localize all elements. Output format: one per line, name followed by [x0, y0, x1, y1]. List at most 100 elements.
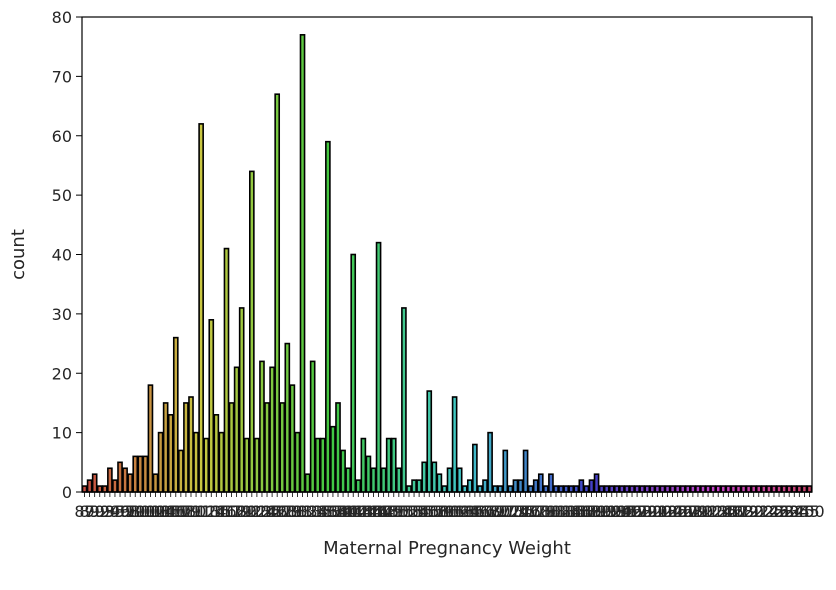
x-tick-label: 139 — [323, 502, 354, 521]
x-tick-label: 202 — [642, 502, 673, 521]
x-tick-label: 104 — [145, 502, 176, 521]
x-tick-label: 190 — [581, 502, 612, 521]
x-tick-label: 188 — [571, 502, 602, 521]
bar-124 — [259, 360, 265, 493]
y-tick-label: 30 — [52, 305, 72, 324]
bar-117 — [223, 247, 230, 493]
x-tick-label: 220 — [733, 502, 764, 521]
bar-135 — [314, 437, 321, 493]
bar-159 — [436, 473, 443, 493]
x-tick-label: 199 — [627, 502, 658, 521]
bar-115 — [213, 414, 220, 493]
bar-195 — [619, 485, 625, 493]
bar-104 — [157, 431, 164, 493]
x-tick-label: 141 — [333, 502, 364, 521]
bar-217 — [730, 485, 737, 493]
bar-121 — [243, 437, 250, 493]
x-tick-label: 219 — [728, 502, 759, 521]
x-tick-label: 107 — [161, 502, 192, 521]
x-tick-label: 198 — [622, 502, 653, 521]
x-tick-label: 187 — [566, 502, 597, 521]
bar-152 — [401, 307, 407, 493]
x-tick-label: 154 — [399, 502, 430, 521]
x-tick-label: 166 — [460, 502, 491, 521]
bar-94 — [107, 467, 113, 493]
x-tick-label: 103 — [140, 502, 171, 521]
x-tick-label: 100 — [125, 502, 156, 521]
x-tick-label: 119 — [221, 502, 252, 521]
bar-226 — [771, 485, 777, 493]
bar-177 — [527, 485, 534, 493]
bar-180 — [543, 485, 549, 493]
x-tick-label: 200 — [632, 502, 663, 521]
bar-209 — [690, 485, 696, 493]
bar-150 — [390, 437, 397, 493]
bar-149 — [385, 437, 392, 493]
x-tick-label: 177 — [515, 502, 546, 521]
bar-142 — [350, 253, 357, 493]
x-tick-label: 186 — [561, 502, 592, 521]
x-tick-label: 115 — [201, 502, 232, 521]
x-tick-label: 163 — [444, 502, 475, 521]
bar-98 — [127, 473, 133, 493]
x-tick-label: 110 — [176, 502, 207, 521]
bar-188 — [583, 485, 590, 493]
bar-116 — [218, 431, 225, 493]
bar-122 — [249, 170, 255, 493]
bar-151 — [396, 467, 402, 493]
x-tick-label: 164 — [449, 502, 480, 521]
bar-170 — [492, 485, 498, 493]
bar-219 — [740, 485, 747, 493]
x-tick-label: 225 — [754, 502, 785, 521]
bar-114 — [208, 319, 215, 493]
bar-200 — [644, 485, 651, 493]
x-tick-label: 226 — [759, 502, 790, 521]
x-tick-label: 234 — [774, 502, 805, 521]
x-tick-label: 99 — [125, 502, 145, 521]
x-tick-label: 207 — [667, 502, 698, 521]
x-tick-label: 134 — [297, 502, 328, 521]
bar-183 — [558, 485, 564, 493]
x-tick-label: 208 — [673, 502, 704, 521]
bar-100 — [137, 455, 144, 493]
x-tick-label: 105 — [150, 502, 181, 521]
x-tick-label: 250 — [794, 502, 825, 521]
bar-171 — [497, 485, 504, 493]
bar-89 — [86, 479, 93, 493]
x-tick-label: 176 — [510, 502, 541, 521]
bar-189 — [588, 479, 595, 493]
bar-208 — [684, 485, 691, 493]
x-tick-label: 106 — [155, 502, 186, 521]
bar-133 — [304, 473, 311, 493]
x-tick-label: 196 — [612, 502, 643, 521]
bar-203 — [659, 485, 666, 493]
bar-193 — [608, 485, 615, 493]
bar-212 — [705, 485, 711, 493]
x-tick-label: 162 — [439, 502, 470, 521]
x-tick-label: 160 — [429, 502, 460, 521]
bar-102 — [147, 384, 154, 493]
x-tick-label: 89 — [79, 502, 99, 521]
bar-201 — [649, 485, 656, 493]
bar-198 — [634, 485, 640, 493]
x-tick-label: 222 — [743, 502, 774, 521]
bar-96 — [117, 461, 123, 493]
x-tick-label: 201 — [637, 502, 668, 521]
x-tick-label: 150 — [378, 502, 409, 521]
y-tick-label: 10 — [52, 424, 72, 443]
x-tick-label: 224 — [749, 502, 780, 521]
x-tick-label: 122 — [237, 502, 268, 521]
bar-181 — [548, 473, 554, 493]
bar-153 — [406, 485, 412, 493]
y-axis-label: count — [8, 229, 29, 280]
bar-184 — [563, 485, 569, 493]
x-tick-label: 142 — [338, 502, 369, 521]
x-tick-label: 90 — [84, 502, 104, 521]
x-tick-label: 147 — [363, 502, 394, 521]
x-tick-label: 126 — [257, 502, 288, 521]
bar-154 — [411, 479, 417, 493]
bar-136 — [319, 437, 326, 493]
bar-213 — [710, 485, 716, 493]
y-tick-label: 60 — [52, 127, 72, 146]
x-tick-label: 123 — [242, 502, 273, 521]
